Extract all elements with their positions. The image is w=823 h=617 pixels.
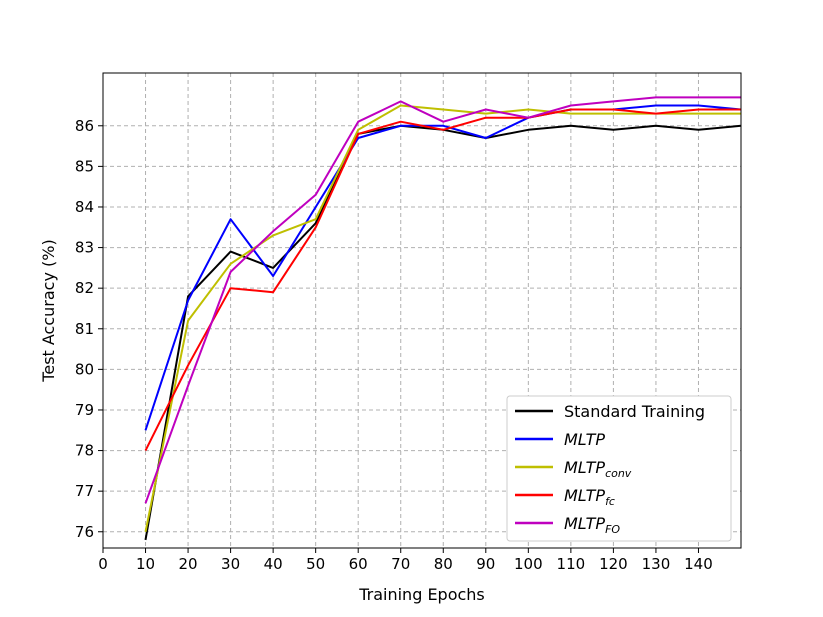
x-tick-label: 100 — [514, 555, 543, 573]
x-tick-label: 0 — [98, 555, 108, 573]
x-tick-label: 20 — [179, 555, 198, 573]
legend: Standard TrainingMLTPMLTPconvMLTPfcMLTPF… — [506, 395, 732, 542]
x-tick-label: 50 — [306, 555, 325, 573]
legend-label-3: MLTPfc — [564, 486, 615, 508]
y-tick-label: 79 — [75, 401, 94, 419]
legend-label-1: MLTP — [564, 430, 605, 449]
legend-label-4: MLTPFO — [564, 514, 620, 536]
x-tick-label: 130 — [642, 555, 671, 573]
y-tick-label: 84 — [75, 198, 94, 216]
series-line-3 — [144, 108, 741, 452]
legend-label-sub: fc — [605, 495, 615, 508]
series-line-2 — [144, 104, 741, 532]
legend-label-main: MLTP — [564, 514, 605, 533]
y-tick-label: 80 — [75, 360, 94, 378]
x-tick-label: 140 — [684, 555, 713, 573]
series-line-4 — [144, 96, 741, 504]
legend-box — [506, 395, 732, 542]
x-tick-label: 90 — [476, 555, 495, 573]
y-tick-label: 82 — [75, 279, 94, 297]
x-tick-label: 30 — [221, 555, 240, 573]
y-tick-label: 76 — [75, 523, 94, 541]
plot-frame — [102, 72, 742, 549]
x-tick-label: 10 — [136, 555, 155, 573]
legend-label-main: Standard Training — [564, 402, 705, 421]
legend-label-main: MLTP — [564, 458, 605, 477]
y-tick-label: 86 — [75, 117, 94, 135]
x-tick-label: 60 — [349, 555, 368, 573]
x-axis-label: Training Epochs — [358, 585, 485, 604]
legend-label-sub: conv — [605, 467, 632, 480]
legend-label-0: Standard Training — [564, 402, 705, 421]
x-tick-label: 80 — [434, 555, 453, 573]
legend-label-2: MLTPconv — [564, 458, 632, 480]
legend-label-sub: FO — [605, 523, 620, 536]
x-tick-label: 70 — [391, 555, 410, 573]
y-tick-label: 78 — [75, 442, 94, 460]
series-lines — [144, 96, 742, 541]
series-line-1 — [144, 104, 742, 431]
y-tick-label: 77 — [75, 482, 94, 500]
x-tick-label: 120 — [599, 555, 628, 573]
y-tick-label: 81 — [75, 320, 94, 338]
y-axis-label: Test Accuracy (%) — [39, 239, 58, 382]
y-tick-label: 85 — [75, 157, 94, 175]
y-axis-ticks: 76 77 78 79 80 81 82 83 84 85 86 — [75, 117, 103, 541]
x-tick-label: 40 — [264, 555, 283, 573]
legend-label-main: MLTP — [564, 430, 605, 449]
y-tick-label: 83 — [75, 239, 94, 257]
x-tick-label: 110 — [557, 555, 586, 573]
legend-label-main: MLTP — [564, 486, 605, 505]
x-axis-ticks: 0 10 20 30 40 50 60 70 80 90 100 110 120 130 140 — [98, 548, 713, 573]
